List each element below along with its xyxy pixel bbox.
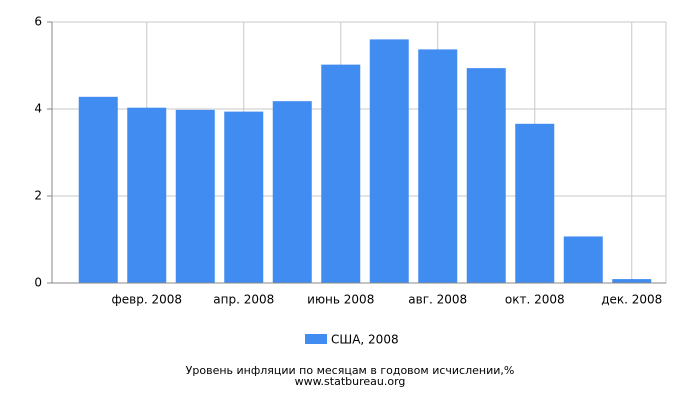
bar [466,68,506,283]
x-tick-label: июнь 2008 [307,293,374,307]
caption: Уровень инфляции по месяцам в годовом ис… [186,364,515,377]
bar [127,107,167,283]
bar [78,96,118,283]
source: www.statbureau.org [295,375,406,388]
y-tick-label: 2 [34,189,42,203]
bar [321,64,361,283]
x-tick-label: февр. 2008 [112,293,183,307]
x-tick-label: авг. 2008 [408,293,467,307]
bar [563,236,603,283]
legend-label: США, 2008 [331,333,399,347]
bar [612,279,652,283]
x-tick-label: апр. 2008 [213,293,274,307]
y-tick-label: 4 [34,102,42,116]
bar [175,109,215,284]
bar [272,101,312,283]
x-tick-label: дек. 2008 [601,293,662,307]
legend-swatch [305,334,327,344]
bar [418,49,458,283]
bar [224,111,264,283]
x-tick-label: окт. 2008 [505,293,565,307]
bar [515,123,555,283]
y-tick-label: 6 [34,15,42,29]
bar [369,39,409,284]
y-tick-label: 0 [34,276,42,290]
